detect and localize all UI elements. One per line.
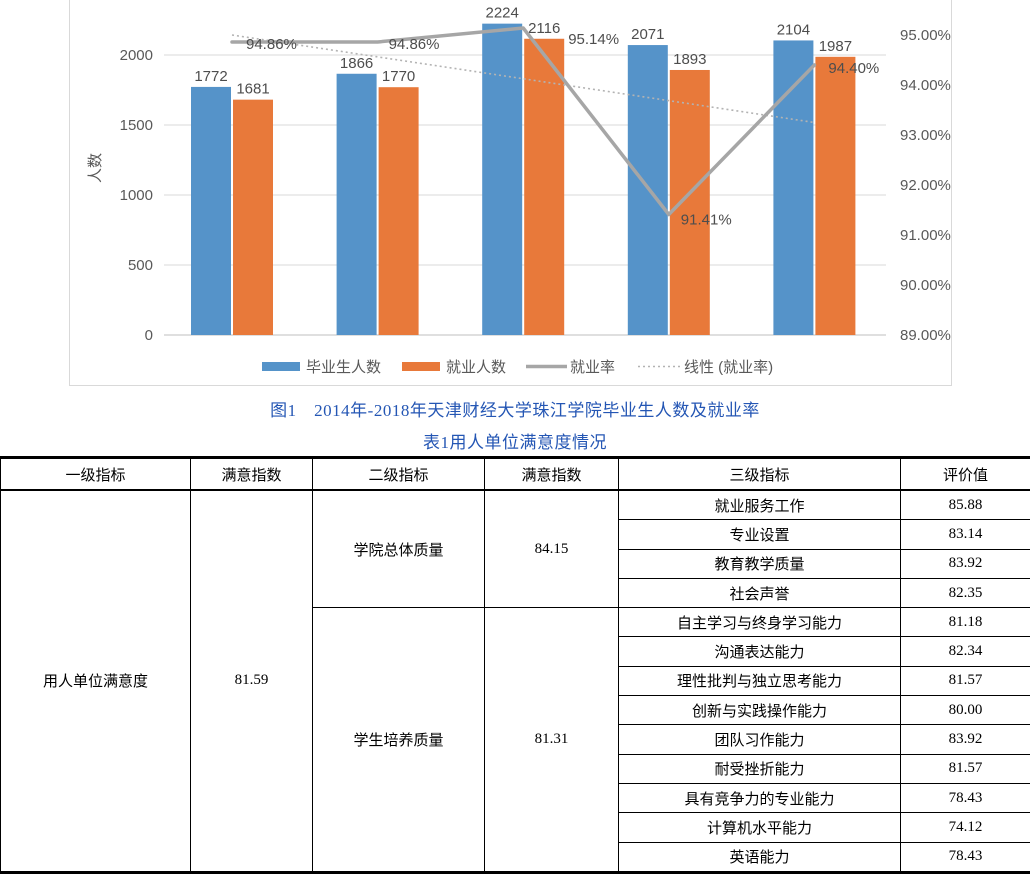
table-row: 计算机水平能力 74.12	[1, 812, 1030, 843]
level3-indicator: 具有竞争力的专业能力	[618, 782, 901, 814]
right-axis-tick: 90.00%	[900, 277, 951, 294]
graduates-bar	[482, 23, 523, 335]
column-header: 三级指标	[618, 457, 901, 491]
graduates-bar	[336, 73, 377, 335]
rate-label: 94.86%	[389, 36, 440, 53]
level3-indicator: 创新与实践操作能力	[618, 695, 901, 726]
legend-swatch	[402, 362, 440, 371]
column-header: 二级指标	[312, 457, 485, 491]
table-row: 耐受挫折能力 81.57	[1, 753, 1030, 784]
evaluation-value: 81.18	[900, 607, 1030, 638]
left-axis-title: 人数	[87, 153, 104, 183]
level1-indicator: 用人单位满意度	[0, 489, 191, 873]
rate-label: 95.14%	[568, 31, 619, 48]
level2-score: 81.31	[484, 607, 619, 873]
evaluation-value: 82.35	[900, 577, 1030, 609]
evaluation-value: 81.57	[900, 753, 1030, 784]
table-row: 用人单位满意度 81.59 学院总体质量 84.15 就业服务工作 85.88	[0, 489, 1030, 873]
legend-label: 就业率	[570, 359, 615, 376]
left-axis-tick: 0	[145, 327, 153, 344]
right-axis-tick: 95.00%	[900, 27, 951, 44]
evaluation-value: 81.57	[900, 665, 1030, 697]
level3-indicator: 沟通表达能力	[618, 636, 901, 667]
level1-score: 81.59	[190, 489, 313, 873]
right-axis-tick: 94.00%	[900, 77, 951, 94]
employed-bar	[378, 87, 419, 335]
evaluation-value: 83.14	[900, 519, 1030, 550]
employed-bar	[669, 69, 710, 335]
evaluation-value: 80.00	[900, 695, 1030, 726]
column-header: 满意指数	[484, 457, 619, 491]
table-row: 沟通表达能力 82.34	[1, 636, 1030, 667]
bar-value-label: 1681	[236, 81, 269, 98]
level2-score: 84.15	[484, 489, 619, 609]
level3-indicator: 团队习作能力	[618, 724, 901, 755]
evaluation-value: 78.43	[900, 841, 1030, 873]
employment-rate-line	[230, 26, 817, 217]
table-row: 教育教学质量 83.92	[1, 548, 1030, 579]
employed-bar	[524, 38, 565, 335]
column-header: 一级指标	[0, 457, 191, 491]
evaluation-value: 83.92	[900, 724, 1030, 755]
evaluation-value: 82.34	[900, 636, 1030, 667]
right-axis-tick: 92.00%	[900, 177, 951, 194]
legend-label: 就业人数	[446, 359, 506, 376]
level3-indicator: 自主学习与终身学习能力	[618, 607, 901, 638]
left-axis-tick: 1500	[120, 117, 153, 134]
bar-value-label: 1770	[382, 68, 415, 85]
table-row: 团队习作能力 83.92	[1, 724, 1030, 755]
left-axis-tick: 1000	[120, 187, 153, 204]
bar-value-label: 1772	[194, 68, 227, 85]
right-axis-tick: 89.00%	[900, 327, 951, 344]
employment-chart: 0 500 1000 1500 2000 人数 89.00% 90.00% 91.00% 92.0…	[69, 0, 952, 386]
bar-value-label: 2071	[631, 26, 664, 43]
evaluation-value: 78.43	[900, 782, 1030, 814]
table-row: 英语能力 78.43	[1, 841, 1030, 873]
left-axis-tick: 2000	[120, 47, 153, 64]
evaluation-value: 85.88	[900, 489, 1030, 521]
level3-indicator: 耐受挫折能力	[618, 753, 901, 784]
evaluation-value: 74.12	[900, 812, 1030, 843]
level3-indicator: 专业设置	[618, 519, 901, 550]
table-row: 学生培养质量 81.31 自主学习与终身学习能力 81.18	[1, 607, 1030, 873]
legend-label: 线性 (就业率)	[684, 359, 773, 376]
employment-chart-canvas: 0 500 1000 1500 2000 人数 89.00% 90.00% 91.00% 92.0…	[87, 5, 951, 376]
rate-label: 91.41%	[681, 212, 732, 229]
table-caption: 表1用人单位满意度情况	[423, 433, 607, 452]
table-header-row: 一级指标 满意指数 二级指标 满意指数 三级指标 评价值	[0, 457, 1030, 491]
right-axis-tick: 91.00%	[900, 227, 951, 244]
graduates-bar	[191, 86, 231, 335]
employed-bar	[815, 56, 856, 335]
level3-indicator: 英语能力	[618, 841, 901, 873]
level3-indicator: 计算机水平能力	[618, 812, 901, 843]
satisfaction-table: 一级指标 满意指数 二级指标 满意指数 三级指标 评价值 用人单位满意度 81.59 学院总体…	[0, 456, 1030, 874]
level3-indicator: 教育教学质量	[618, 548, 901, 579]
level3-indicator: 理性批判与独立思考能力	[618, 665, 901, 697]
level3-indicator: 就业服务工作	[618, 489, 901, 521]
evaluation-value: 83.92	[900, 548, 1030, 579]
bar-value-label: 1866	[340, 55, 373, 72]
right-axis-tick: 93.00%	[900, 127, 951, 144]
bar-value-label: 1893	[673, 51, 706, 68]
rate-label: 94.40%	[828, 60, 879, 77]
graduates-bar	[773, 40, 814, 335]
column-header: 评价值	[900, 457, 1030, 491]
table-row: 理性批判与独立思考能力 81.57	[1, 665, 1030, 697]
left-axis-tick: 500	[128, 257, 153, 274]
rate-label: 94.86%	[246, 36, 297, 53]
legend-swatch	[262, 362, 300, 371]
legend-label: 毕业生人数	[306, 359, 381, 376]
bar-value-label: 2224	[486, 5, 519, 22]
column-header: 满意指数	[190, 457, 313, 491]
bar-value-label: 2116	[528, 20, 560, 37]
bar-value-label: 2104	[777, 21, 810, 38]
employed-bar	[233, 99, 273, 335]
level2-indicator: 学院总体质量	[312, 489, 485, 609]
bar-value-label: 1987	[819, 38, 852, 55]
level3-indicator: 社会声誉	[618, 577, 901, 609]
level2-indicator: 学生培养质量	[312, 607, 485, 873]
figure-caption: 图1 2014年-2018年天津财经大学珠江学院毕业生人数及就业率	[270, 401, 760, 420]
trendline	[231, 34, 815, 124]
